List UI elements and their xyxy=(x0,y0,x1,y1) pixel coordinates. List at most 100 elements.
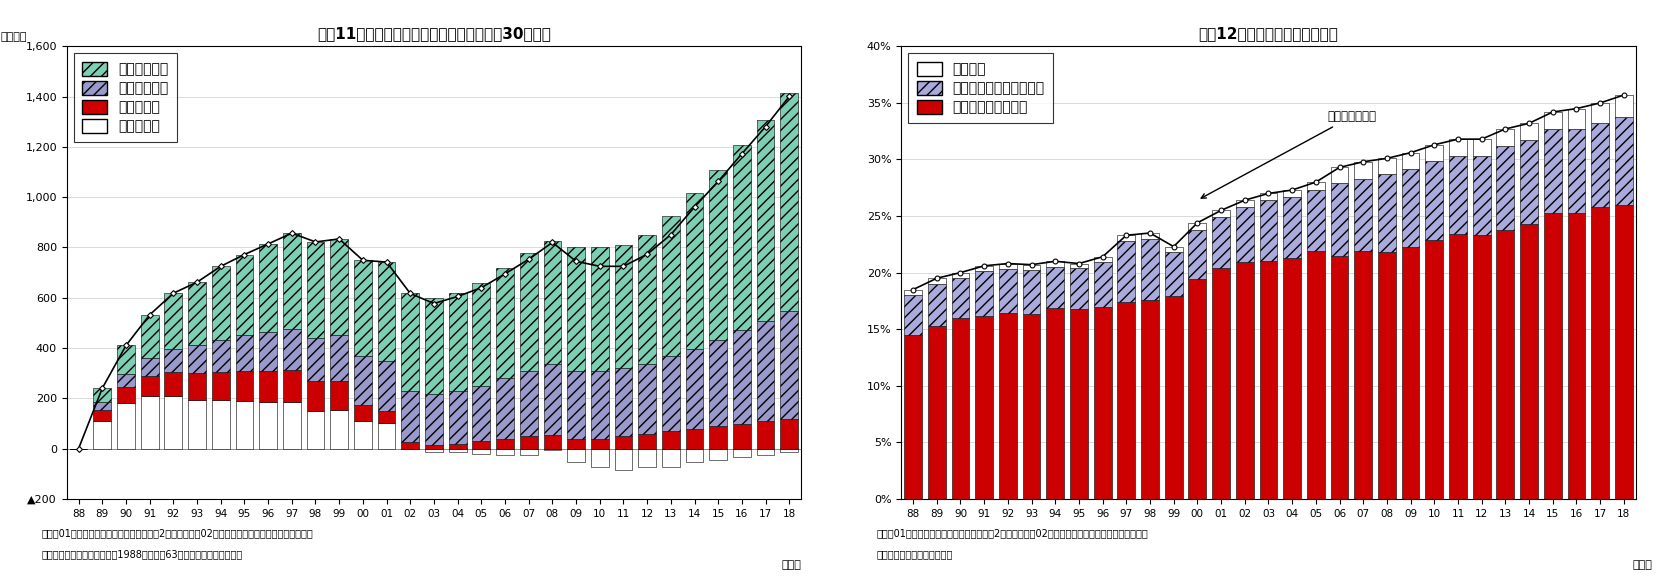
Bar xyxy=(472,448,491,454)
Bar xyxy=(117,403,135,448)
Bar xyxy=(1046,267,1065,307)
Bar xyxy=(756,448,774,455)
Bar xyxy=(1000,313,1016,499)
Text: （年）: （年） xyxy=(781,560,801,570)
Bar xyxy=(591,448,609,467)
Bar xyxy=(354,356,372,405)
Bar xyxy=(951,318,970,499)
Bar xyxy=(1354,162,1372,179)
Text: （年）: （年） xyxy=(1632,560,1652,570)
Bar xyxy=(1402,153,1419,169)
Bar xyxy=(591,248,609,371)
Bar xyxy=(975,316,993,499)
Bar xyxy=(781,419,798,448)
Bar xyxy=(1567,213,1586,499)
Bar xyxy=(1497,230,1514,499)
Text: （総務省統計局）による。1988年（昭和63年）を起点とした増加数: （総務省統計局）による。1988年（昭和63年）を起点とした増加数 xyxy=(42,549,244,559)
Bar xyxy=(472,282,491,386)
Bar xyxy=(1591,207,1609,499)
Bar xyxy=(1165,296,1183,499)
Bar xyxy=(709,340,728,426)
Bar xyxy=(686,193,703,349)
Bar xyxy=(591,439,609,448)
Bar xyxy=(1000,263,1016,269)
Bar xyxy=(1449,156,1467,234)
Bar xyxy=(259,402,277,448)
Bar xyxy=(1402,169,1419,246)
Bar xyxy=(259,332,277,371)
Bar xyxy=(905,295,921,335)
Bar xyxy=(567,448,584,462)
Legend: 女性・非正規, 男性・非正規, 女性・正規, 男性・正規: 女性・非正規, 男性・非正規, 女性・正規, 男性・正規 xyxy=(73,53,177,142)
Bar xyxy=(1449,139,1467,156)
Bar xyxy=(781,448,798,452)
Bar xyxy=(519,371,537,437)
Bar xyxy=(235,335,254,371)
Bar xyxy=(1235,262,1253,499)
Bar xyxy=(591,371,609,439)
Bar xyxy=(1188,280,1207,499)
Bar xyxy=(284,329,300,370)
Bar xyxy=(189,373,205,400)
Bar xyxy=(1425,145,1444,161)
Bar xyxy=(1260,193,1277,200)
Bar xyxy=(928,284,946,326)
Bar xyxy=(496,267,514,378)
Bar xyxy=(1472,235,1490,499)
Bar xyxy=(330,239,349,335)
Bar xyxy=(663,216,679,356)
Bar xyxy=(189,282,205,346)
Bar xyxy=(449,448,467,452)
Bar xyxy=(449,444,467,448)
Bar xyxy=(165,293,182,349)
Bar xyxy=(401,392,419,442)
Bar xyxy=(567,371,584,439)
Bar xyxy=(1283,197,1302,258)
Bar xyxy=(1212,268,1230,499)
Bar xyxy=(1188,223,1207,230)
Bar xyxy=(117,387,135,403)
Bar xyxy=(377,423,396,448)
Bar xyxy=(1023,270,1040,314)
Bar xyxy=(519,437,537,448)
Bar xyxy=(1330,183,1349,256)
Bar xyxy=(756,321,774,422)
Bar xyxy=(1544,213,1562,499)
Bar xyxy=(1093,262,1112,306)
Bar xyxy=(975,271,993,316)
Bar xyxy=(638,434,656,448)
Bar xyxy=(235,401,254,448)
Bar xyxy=(377,361,396,411)
Text: 非正規雇用比率: 非正規雇用比率 xyxy=(1202,110,1377,198)
Bar xyxy=(377,262,396,361)
Bar xyxy=(638,364,656,434)
Bar xyxy=(1165,246,1183,252)
Bar xyxy=(1616,95,1632,117)
Bar xyxy=(709,448,728,460)
Bar xyxy=(709,426,728,448)
Bar xyxy=(1307,182,1325,190)
Bar xyxy=(1070,263,1088,268)
Bar xyxy=(905,335,921,499)
Bar xyxy=(165,349,182,372)
Bar xyxy=(1260,200,1277,261)
Bar xyxy=(259,371,277,402)
Bar xyxy=(354,421,372,448)
Bar xyxy=(1118,235,1135,241)
Bar xyxy=(1070,309,1088,499)
Bar xyxy=(686,448,703,462)
Bar xyxy=(496,439,514,448)
Bar xyxy=(212,372,230,400)
Bar xyxy=(1283,258,1302,499)
Bar xyxy=(1330,256,1349,499)
Bar xyxy=(1472,139,1490,156)
Bar xyxy=(1118,302,1135,499)
Bar xyxy=(1520,140,1537,224)
Bar xyxy=(307,381,324,411)
Bar xyxy=(951,278,970,318)
Bar xyxy=(1379,252,1395,499)
Text: （万人）: （万人） xyxy=(0,32,27,42)
Bar xyxy=(235,255,254,335)
Bar xyxy=(756,422,774,448)
Bar xyxy=(307,411,324,448)
